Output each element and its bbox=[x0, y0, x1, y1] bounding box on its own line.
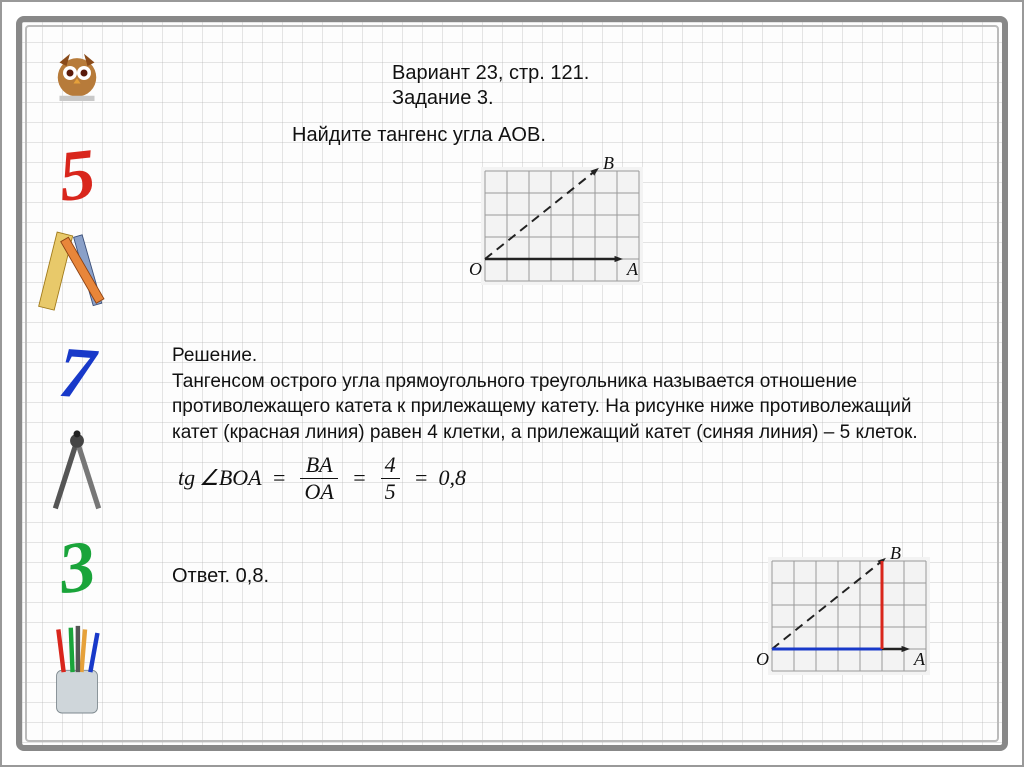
left-rail: 5 7 3 bbox=[22, 22, 132, 745]
digit-5-icon: 5 bbox=[18, 126, 136, 223]
frac1-den: OA bbox=[300, 479, 337, 505]
frac2-num: 4 bbox=[381, 452, 400, 478]
solution-body: Тангенсом острого угла прямоугольного тр… bbox=[172, 369, 962, 446]
diagram-2-wrap: O A B bbox=[754, 547, 954, 699]
ruler-compass-icon bbox=[22, 222, 132, 322]
diagram-1-wrap: O A B bbox=[172, 157, 962, 303]
outer-frame: 5 7 3 bbox=[0, 0, 1024, 767]
frac2-den: 5 bbox=[381, 479, 400, 505]
formula: tg ∠BOA = BA OA = 4 5 = 0,8 bbox=[178, 452, 962, 505]
frac1-num: BA bbox=[302, 452, 337, 478]
diagram-2: O A B bbox=[754, 547, 954, 693]
svg-text:B: B bbox=[603, 157, 614, 173]
compass-tool-icon bbox=[22, 422, 132, 522]
formula-result: 0,8 bbox=[439, 465, 467, 491]
digit-7-icon: 7 bbox=[19, 326, 135, 419]
variant-line: Вариант 23, стр. 121. bbox=[392, 62, 962, 85]
owl-icon bbox=[22, 28, 132, 118]
fraction-4-5: 4 5 bbox=[381, 452, 400, 505]
task-line: Задание 3. bbox=[392, 87, 962, 110]
svg-text:A: A bbox=[913, 649, 926, 669]
svg-text:O: O bbox=[469, 259, 482, 279]
title-block: Вариант 23, стр. 121. Задание 3. bbox=[392, 62, 962, 110]
equals-3: = bbox=[414, 465, 429, 491]
formula-lhs-tg: tg bbox=[178, 465, 195, 491]
grid-paper-frame: 5 7 3 bbox=[16, 16, 1008, 751]
fraction-ba-oa: BA OA bbox=[300, 452, 337, 505]
svg-text:B: B bbox=[890, 547, 901, 563]
formula-lhs-angle: ∠BOA bbox=[199, 465, 262, 491]
equals-2: = bbox=[352, 465, 367, 491]
answer-value: 0,8. bbox=[236, 565, 269, 587]
diagram-1: O A B bbox=[467, 157, 667, 303]
equals-1: = bbox=[272, 465, 287, 491]
digit-3-icon: 3 bbox=[17, 517, 138, 617]
instruction-text: Найдите тангенс угла AOB. bbox=[292, 124, 962, 147]
svg-text:O: O bbox=[756, 649, 769, 669]
pencil-cup-icon bbox=[22, 618, 132, 728]
svg-text:A: A bbox=[626, 259, 639, 279]
solution-block: Решение. Тангенсом острого угла прямоуго… bbox=[172, 343, 962, 446]
answer-label: Ответ. bbox=[172, 565, 230, 587]
solution-heading: Решение. bbox=[172, 343, 962, 369]
content-area: Вариант 23, стр. 121. Задание 3. Найдите… bbox=[172, 52, 962, 725]
